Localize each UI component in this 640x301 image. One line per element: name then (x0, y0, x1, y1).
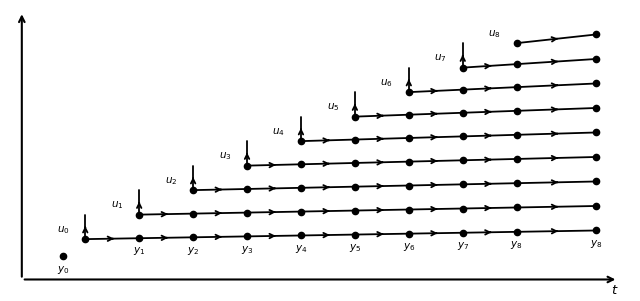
Text: $u_3$: $u_3$ (218, 150, 231, 162)
Text: $y_2$: $y_2$ (187, 244, 199, 256)
Text: $y_8$: $y_8$ (589, 238, 602, 250)
Text: $u_6$: $u_6$ (380, 77, 393, 89)
Text: $y_4$: $y_4$ (294, 243, 307, 255)
Text: $u_0$: $u_0$ (57, 224, 69, 236)
Text: $u_2$: $u_2$ (165, 175, 177, 187)
Text: $y_1$: $y_1$ (133, 245, 145, 257)
Text: $y_3$: $y_3$ (241, 244, 253, 256)
Text: $y_0$: $y_0$ (57, 264, 69, 276)
Text: $u_7$: $u_7$ (435, 52, 447, 64)
Text: $y_5$: $y_5$ (349, 242, 361, 254)
Text: $u_8$: $u_8$ (488, 28, 501, 40)
Text: $u_5$: $u_5$ (326, 101, 339, 113)
Text: $y_6$: $y_6$ (403, 241, 415, 253)
Text: $t$: $t$ (611, 284, 619, 297)
Text: $u_4$: $u_4$ (273, 126, 285, 138)
Text: $y_7$: $y_7$ (456, 240, 469, 252)
Text: $u_1$: $u_1$ (111, 199, 124, 211)
Text: $y_8$: $y_8$ (511, 239, 523, 251)
